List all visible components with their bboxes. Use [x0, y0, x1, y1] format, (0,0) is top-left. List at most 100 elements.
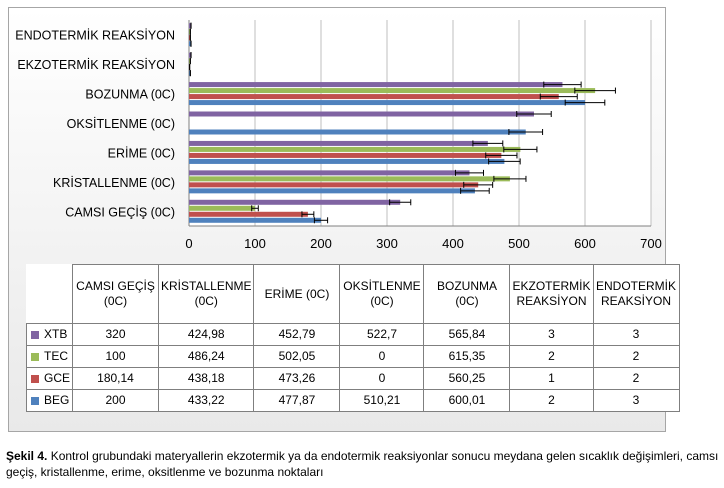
- table-cell: 477,87: [253, 389, 341, 412]
- legend-cell: XTB: [25, 323, 74, 346]
- legend-cell: GCE: [25, 367, 74, 390]
- category-label: BOZUNMA (0C): [85, 88, 175, 102]
- legend-swatch: [31, 352, 39, 361]
- category-label: ERİME (0C): [108, 146, 175, 160]
- table-cell: 0: [339, 345, 425, 368]
- table-cell: 473,26: [253, 367, 341, 390]
- table-cell: 510,21: [339, 389, 425, 412]
- bar: [189, 82, 563, 88]
- table-cell: 424,98: [158, 323, 255, 346]
- table-cell: 3: [592, 389, 680, 412]
- bar: [189, 35, 191, 41]
- table-header: KRİSTALLENME (0C): [158, 264, 255, 324]
- caption-label: Şekil 4.: [6, 449, 48, 463]
- legend-swatch: [31, 396, 39, 405]
- category-label: CAMSI GEÇİŞ (0C): [65, 205, 175, 219]
- error-bars: [189, 22, 616, 224]
- table-cell: 200: [72, 389, 160, 412]
- category-label: EKZOTERMİK REAKSİYON: [17, 58, 175, 72]
- table-row: TEC 100 486,24 502,05 0 615,35 2 2: [25, 345, 680, 368]
- legend-label: BEG: [44, 393, 70, 407]
- category-label: KRİSTALLENME (0C): [53, 176, 175, 190]
- table-header: CAMSI GEÇİŞ (0C): [72, 264, 160, 324]
- table-cell: 452,79: [253, 323, 341, 346]
- table-cell: 502,05: [253, 345, 341, 368]
- bar: [189, 188, 475, 194]
- legend-label: TEC: [44, 349, 68, 363]
- table-cell: 0: [339, 367, 425, 390]
- table-cell: 2: [592, 367, 680, 390]
- data-table: CAMSI GEÇİŞ (0C) KRİSTALLENME (0C) ERİME…: [25, 264, 680, 412]
- table-row: XTB 320 424,98 452,79 522,7 565,84 3 3: [25, 323, 680, 346]
- bar: [189, 111, 534, 117]
- table-header: BOZUNMA (0C): [423, 264, 511, 324]
- table-cell: 100: [72, 345, 160, 368]
- table-cell: 2: [592, 345, 680, 368]
- bar: [189, 146, 521, 152]
- bar: [189, 100, 586, 106]
- x-tick-label: 700: [640, 236, 662, 251]
- table-header: ERİME (0C): [253, 264, 341, 324]
- bar: [189, 182, 479, 188]
- bar: [189, 158, 505, 164]
- table-cell: 433,22: [158, 389, 255, 412]
- table-cell: 3: [509, 323, 594, 346]
- bar: [189, 140, 488, 146]
- table-cell: 600,01: [423, 389, 511, 412]
- x-tick-label: 300: [376, 236, 398, 251]
- table-cell: 565,84: [423, 323, 511, 346]
- bar: [189, 211, 308, 217]
- bar: [189, 23, 191, 29]
- x-tick-label: 200: [310, 236, 332, 251]
- category-label: OKSİTLENME (0C): [67, 117, 175, 131]
- bar: [189, 176, 510, 182]
- legend-swatch: [31, 374, 39, 383]
- bar: [189, 52, 191, 58]
- table-row: GCE 180,14 438,18 473,26 0 560,25 1 2: [25, 367, 680, 390]
- bar: [189, 129, 526, 135]
- table-header: OKSİTLENME (0C): [339, 264, 425, 324]
- legend-label: GCE: [44, 371, 71, 385]
- x-tick-label: 400: [442, 236, 464, 251]
- bar: [189, 29, 191, 35]
- caption-text: Kontrol grubundaki materyallerin ekzoter…: [6, 449, 719, 479]
- x-tick-labels: 0 100 200 300 400 500 600 700: [185, 236, 661, 251]
- bar: [189, 170, 470, 176]
- gridlines: [188, 20, 652, 227]
- x-tick-label: 100: [244, 236, 266, 251]
- category-labels: CAMSI GEÇİŞ (0C) KRİSTALLENME (0C) ERİME (…: [15, 29, 175, 220]
- table-cell: 180,14: [72, 367, 160, 390]
- table-header-row: CAMSI GEÇİŞ (0C) KRİSTALLENME (0C) ERİME…: [26, 264, 680, 324]
- bar: [189, 88, 596, 94]
- bar: [189, 41, 191, 47]
- figure-caption: Şekil 4. Kontrol grubundaki materyalleri…: [6, 448, 722, 480]
- bar-chart: CAMSI GEÇİŞ (0C) KRİSTALLENME (0C) ERİME (…: [15, 20, 662, 251]
- table-cell: 1: [509, 367, 594, 390]
- category-label: ENDOTERMİK REAKSİYON: [15, 29, 175, 43]
- legend-swatch: [31, 330, 39, 339]
- table-cell: 438,18: [158, 367, 255, 390]
- table-cell: 522,7: [339, 323, 425, 346]
- table-cell: 320: [72, 323, 160, 346]
- legend-label: XTB: [44, 327, 68, 341]
- plot-area: [189, 20, 651, 226]
- bar: [189, 70, 191, 76]
- table-header: ENDOTERMİK REAKSİYON: [592, 264, 680, 324]
- table-cell: 615,35: [423, 345, 511, 368]
- x-tick-label: 500: [508, 236, 530, 251]
- table-cell: 2: [509, 345, 594, 368]
- table-cell: 3: [592, 323, 680, 346]
- table-cell: 486,24: [158, 345, 255, 368]
- table-row: BEG 200 433,22 477,87 510,21 600,01 2 3: [25, 389, 680, 412]
- bar: [189, 152, 502, 158]
- bar: [189, 217, 321, 223]
- x-tick-label: 0: [185, 236, 192, 251]
- legend-cell: TEC: [25, 345, 74, 368]
- bar: [189, 94, 559, 100]
- bar: [189, 199, 401, 205]
- table-corner: [26, 264, 74, 324]
- table-header: EKZOTERMİK REAKSİYON: [509, 264, 594, 324]
- bars: [189, 23, 596, 223]
- bar: [189, 58, 191, 64]
- legend-cell: BEG: [25, 389, 74, 412]
